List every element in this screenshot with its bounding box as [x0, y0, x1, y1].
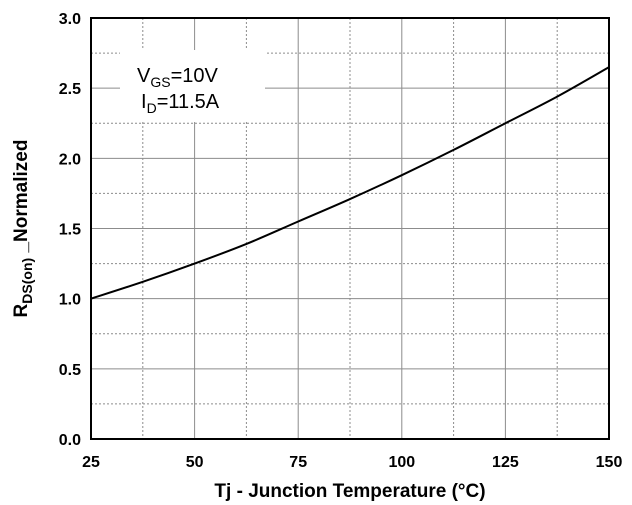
y-tick-labels: 0.0 0.5 1.0 1.5 2.0 2.5 3.0 [59, 11, 81, 449]
y-tick-label: 1.0 [59, 292, 81, 309]
annotation-id-main: I [141, 91, 147, 113]
annotation-id-sub: D [147, 100, 157, 116]
x-tick-label: 125 [492, 454, 519, 471]
annotation-id: ID=11.5A [141, 91, 220, 116]
annotation-vgs: VGS=10V [137, 65, 219, 90]
plot-frame [90, 17, 610, 440]
y-tick-label: 0.5 [59, 362, 81, 379]
annotation-background [120, 50, 265, 122]
grid [91, 18, 609, 439]
y-tick-label: 1.5 [59, 222, 81, 239]
y-tick-label: 3.0 [59, 11, 81, 28]
annotation-vgs-sub: GS [150, 74, 170, 90]
y-tick-label: 0.0 [59, 432, 81, 449]
y-axis-title-sub: DS(on) [19, 258, 35, 304]
y-tick-label: 2.0 [59, 151, 81, 168]
x-tick-label: 75 [289, 454, 307, 471]
annotation-block: VGS=10V ID=11.5A [137, 65, 220, 116]
y-axis-title-main: R [11, 303, 32, 317]
annotation-vgs-rest: =10V [171, 65, 219, 87]
annotation-vgs-main: V [137, 65, 151, 87]
series-line-rdson [90, 66, 610, 300]
x-tick-label: 150 [596, 454, 623, 471]
y-axis-title-suffix: _Normalized [11, 140, 32, 258]
x-tick-labels: 25 50 75 100 125 150 [82, 454, 622, 471]
x-tick-label: 25 [82, 454, 100, 471]
annotation-id-rest: =11.5A [157, 91, 220, 113]
x-tick-label: 50 [186, 454, 204, 471]
x-tick-label: 100 [388, 454, 415, 471]
y-tick-label: 2.5 [59, 81, 81, 98]
x-axis-title: Tj - Junction Temperature (°C) [214, 481, 485, 502]
y-axis-title: RDS(on) _Normalized [11, 140, 35, 318]
